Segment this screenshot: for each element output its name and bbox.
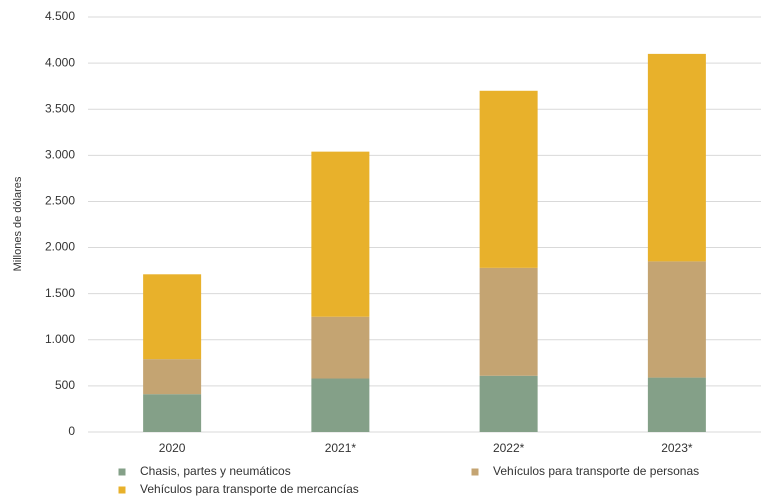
- y-tick-label: 1.500: [45, 286, 75, 300]
- y-tick-label: 3.500: [45, 101, 75, 115]
- bar-segment: [143, 359, 202, 395]
- y-tick-label: 500: [55, 378, 75, 392]
- x-tick-label: 2023*: [661, 441, 693, 455]
- bar-segment: [311, 316, 370, 379]
- bar-segment: [479, 375, 538, 432]
- legend-swatch: [118, 468, 126, 476]
- bar-segment: [647, 261, 706, 378]
- y-tick-label: 2.500: [45, 194, 75, 208]
- bar-segment: [479, 267, 538, 376]
- bar-segment: [647, 53, 706, 262]
- bar-segment: [143, 394, 202, 432]
- bar-segment: [143, 274, 202, 360]
- legend-label: Vehículos para transporte de personas: [493, 464, 699, 478]
- y-tick-label: 4.500: [45, 9, 75, 23]
- legend-label: Vehículos para transporte de mercancías: [140, 482, 359, 496]
- y-tick-label: 4.000: [45, 55, 75, 69]
- bar-segment: [647, 377, 706, 432]
- y-tick-label: 1.000: [45, 332, 75, 346]
- y-tick-label: 3.000: [45, 148, 75, 162]
- y-tick-label: 0: [68, 424, 75, 438]
- legend-swatch: [471, 468, 479, 476]
- x-tick-label: 2020: [159, 441, 186, 455]
- bar-segment: [311, 378, 370, 432]
- legend-swatch: [118, 486, 126, 494]
- x-tick-label: 2022*: [493, 441, 525, 455]
- y-axis-label: Millones de dólares: [12, 176, 24, 271]
- bar-segment: [479, 90, 538, 268]
- y-tick-label: 2.000: [45, 240, 75, 254]
- x-tick-label: 2021*: [325, 441, 357, 455]
- bar-segment: [311, 151, 370, 317]
- legend-label: Chasis, partes y neumáticos: [140, 464, 291, 478]
